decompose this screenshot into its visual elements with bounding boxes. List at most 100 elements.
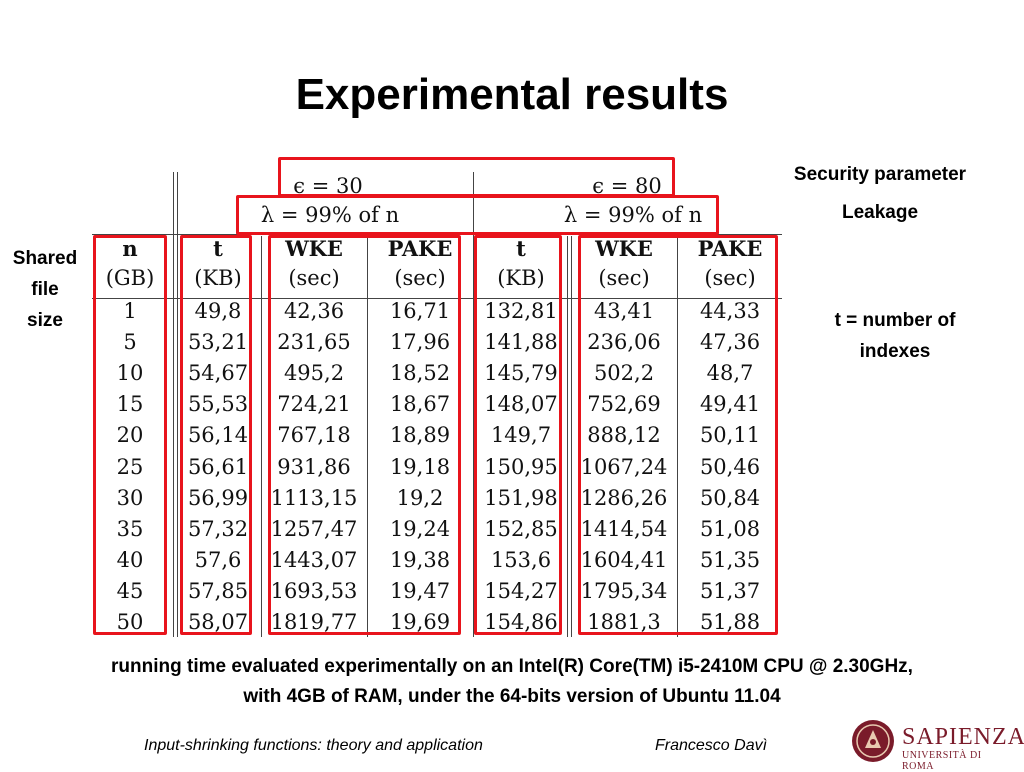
sapienza-seal-icon [852,720,894,762]
logo-name: SAPIENZA [902,724,1024,750]
table-cell: 724,21 [277,392,351,416]
table-cell: 42,36 [283,299,345,323]
column-header: t [516,236,526,261]
table-cell: 152,85 [484,517,558,541]
table-cell: 231,65 [277,330,351,354]
table-cell: 47,36 [699,330,761,354]
table-cell: 30 [116,486,144,510]
running-time-box-left [268,235,461,635]
table-cell: 495,2 [283,361,345,385]
table-cell: 16,71 [389,299,451,323]
table-cell: 17,96 [389,330,451,354]
table-cell: 148,07 [484,392,558,416]
table-cell: 149,7 [490,423,552,447]
table-cell: 51,35 [699,548,761,572]
table-cell: 1443,07 [270,548,358,572]
table-cell: 931,86 [277,455,351,479]
table-cell: 150,95 [484,455,558,479]
table-rule [367,236,368,637]
table-cell: 50,11 [699,423,761,447]
table-cell: 1819,77 [270,610,358,634]
table-cell: 35 [116,517,144,541]
table-cell: 888,12 [587,423,661,447]
table-cell: 1693,53 [270,579,358,603]
table-cell: 50 [116,610,144,634]
footer-author: Francesco Davì [655,737,768,754]
table-rule [173,172,174,637]
table-rule [92,298,782,299]
table-cell: 752,69 [587,392,661,416]
column-unit: (sec) [394,266,446,290]
table-cell: 51,37 [699,579,761,603]
column-unit: (sec) [704,266,756,290]
table-cell: 25 [116,455,144,479]
t-column-box-left [180,235,252,635]
table-cell: 15 [116,392,144,416]
table-rule [677,236,678,637]
table-cell: 43,41 [593,299,655,323]
table-rule [177,172,178,637]
security-parameter-label: Security parameter [793,164,967,185]
table-cell: 50,84 [699,486,761,510]
table-rule [571,236,572,637]
column-unit: (KB) [497,266,545,290]
column-unit: (GB) [105,266,155,290]
lambda-right: λ = 99% of n [563,203,703,227]
column-header: WKE [285,236,343,261]
table-cell: 141,88 [484,330,558,354]
shared-file-size-line: Shared [12,248,78,269]
table-cell: 502,2 [593,361,655,385]
table-cell: 153,6 [490,548,552,572]
t-column-box-right [474,235,562,635]
footer-title: Input-shrinking functions: theory and ap… [144,737,483,754]
table-cell: 145,79 [484,361,558,385]
table-cell: 154,27 [484,579,558,603]
table-cell: 56,14 [187,423,249,447]
table-cell: 18,67 [389,392,451,416]
column-header: t [213,236,223,261]
slide-title: Experimental results [295,70,729,119]
column-unit: (sec) [598,266,650,290]
sapienza-logo: SAPIENZA UNIVERSITÀ DI ROMA [850,718,1024,772]
table-cell: 44,33 [699,299,761,323]
table-cell: 1881,3 [587,610,661,634]
table-rule [567,236,568,637]
table-cell: 19,24 [389,517,451,541]
table-cell: 53,21 [187,330,249,354]
table-cell: 57,85 [187,579,249,603]
table-cell: 45 [116,579,144,603]
table-cell: 1414,54 [580,517,668,541]
caption-line: with 4GB of RAM, under the 64-bits versi… [243,686,781,707]
column-header: PAKE [387,236,453,261]
table-cell: 58,07 [187,610,249,634]
table-cell: 19,69 [389,610,451,634]
table-cell: 1604,41 [580,548,668,572]
table-cell: 1795,34 [580,579,668,603]
table-cell: 48,7 [706,361,754,385]
table-cell: 132,81 [484,299,558,323]
table-cell: 56,61 [187,455,249,479]
table-rule [261,236,262,637]
running-time-box-right [578,235,778,635]
table-cell: 51,08 [699,517,761,541]
shared-file-size-box [93,235,167,635]
table-cell: 55,53 [187,392,249,416]
table-cell: 1 [123,299,137,323]
table-cell: 50,46 [699,455,761,479]
table-cell: 154,86 [484,610,558,634]
table-rule [473,172,474,637]
table-cell: 54,67 [187,361,249,385]
t-definition-line: t = number of [834,310,956,331]
table-cell: 151,98 [484,486,558,510]
column-header: WKE [595,236,653,261]
shared-file-size-label: Shared file size [0,243,90,336]
table-cell: 1257,47 [270,517,358,541]
table-cell: 10 [116,361,144,385]
column-unit: (KB) [194,266,242,290]
table-cell: 767,18 [277,423,351,447]
experiment-caption: running time evaluated experimentally on… [0,652,1024,712]
table-cell: 40 [116,548,144,572]
table-cell: 5 [123,330,137,354]
table-cell: 49,41 [699,392,761,416]
table-cell: 49,8 [194,299,242,323]
